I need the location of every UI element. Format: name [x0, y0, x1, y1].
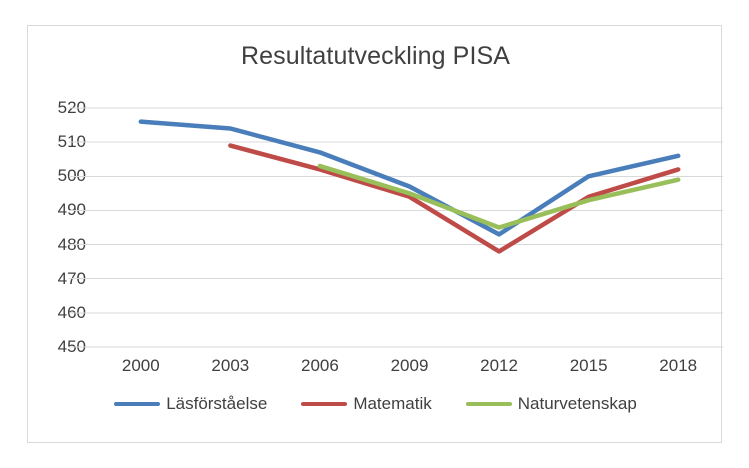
x-axis: 2000 2003 2006 2009 2012 2015 2018	[96, 356, 723, 382]
legend-label: Naturvetenskap	[517, 394, 637, 413]
legend-item[interactable]: Naturvetenskap	[465, 394, 637, 414]
series-line	[228, 143, 681, 254]
chart-legend: Läsförståelse Matematik Naturvetenskap	[28, 394, 723, 414]
chart-container: Resultatutveckling PISA 520 510 500 490 480 4…	[27, 25, 723, 443]
x-axis-tick-label: 2006	[301, 356, 339, 375]
legend-color-swatch	[465, 402, 512, 406]
legend-label: Matematik	[353, 394, 432, 413]
legend-item[interactable]: Matematik	[301, 394, 432, 414]
y-axis-tick-label: 490	[57, 200, 86, 220]
y-axis-tick-label: 470	[57, 268, 86, 288]
y-axis: 520 510 500 490 480 470 460 450	[40, 98, 86, 356]
chart-title: Resultatutveckling PISA	[240, 42, 511, 70]
x-axis-tick-label: 2015	[569, 356, 608, 375]
series-line	[317, 163, 681, 230]
series-line	[138, 119, 681, 237]
x-axis-tick-label: 2000	[121, 356, 160, 375]
y-axis-tick-label: 480	[57, 234, 86, 254]
legend-color-swatch	[301, 402, 348, 406]
legend-item[interactable]: Läsförståelse	[114, 394, 267, 414]
plot-area	[69, 107, 723, 348]
y-axis-tick-label: 510	[57, 132, 86, 152]
legend-label: Läsförståelse	[166, 394, 268, 413]
x-axis-tick-label: 2012	[480, 356, 518, 375]
x-axis-tick-label: 2018	[659, 356, 698, 375]
y-axis-tick-label: 460	[57, 302, 86, 322]
chart-plot-svg	[69, 107, 723, 348]
x-axis-tick-label: 2003	[211, 356, 250, 375]
x-axis-tick-label: 2009	[390, 356, 429, 375]
y-axis-tick-label: 500	[57, 166, 86, 186]
legend-color-swatch	[114, 402, 161, 406]
